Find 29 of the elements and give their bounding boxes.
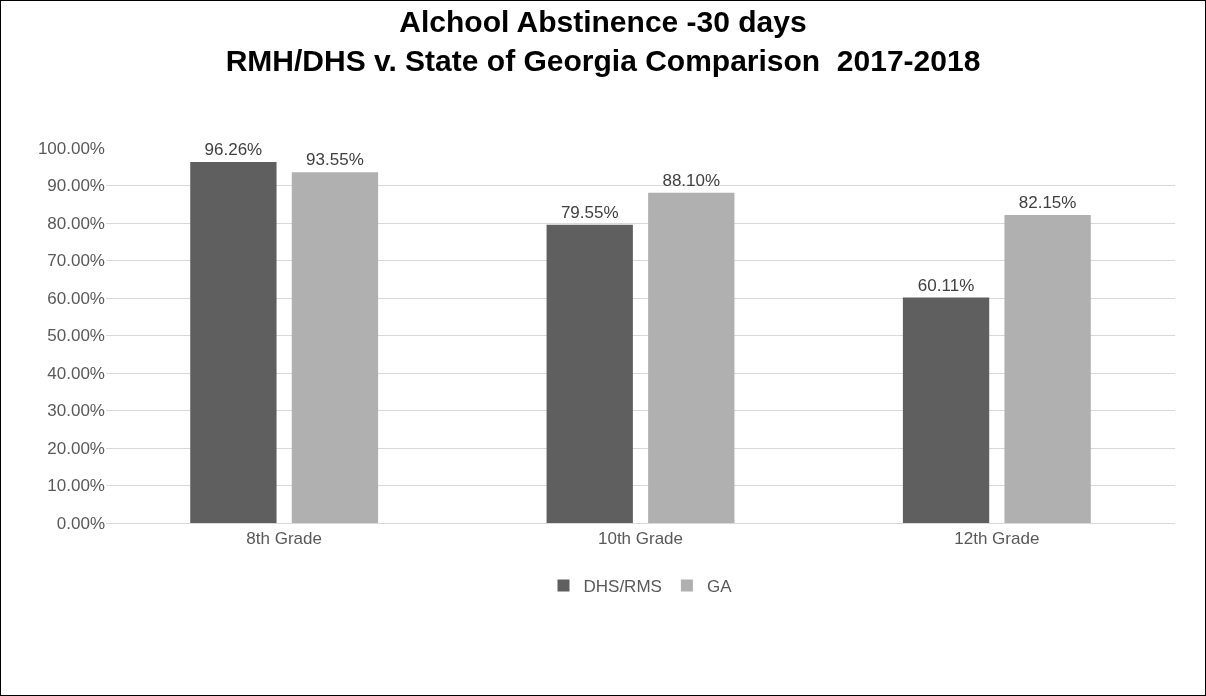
y-tick-label: 70.00% [47, 251, 105, 271]
y-tick-label: 20.00% [47, 438, 105, 458]
y-tick-label: 90.00% [47, 176, 105, 196]
x-tick-label: 8th Grade [246, 529, 322, 549]
data-label: 88.10% [662, 170, 721, 190]
bar [648, 192, 735, 523]
y-tick-label: 50.00% [47, 326, 105, 346]
data-label: 82.15% [1018, 192, 1077, 212]
y-tick-label: 60.00% [47, 288, 105, 308]
data-label: 79.55% [560, 202, 619, 222]
y-tick-label: 10.00% [47, 476, 105, 496]
bar [546, 224, 633, 523]
bar [902, 297, 990, 523]
y-tick-label: 30.00% [47, 401, 105, 421]
data-label: 93.55% [306, 150, 364, 170]
y-tick-label: 80.00% [47, 213, 105, 233]
bar [190, 162, 277, 523]
data-label: 96.26% [204, 140, 263, 160]
y-tick-label: 0.00% [56, 513, 105, 533]
y-tick-label: 40.00% [47, 363, 105, 383]
legend-label: GA [706, 577, 733, 597]
data-label: 60.11% [917, 275, 975, 295]
x-tick-label: 10th Grade [597, 529, 684, 549]
bar [1004, 214, 1091, 523]
bar [291, 172, 379, 523]
y-tick-label: 100.00% [37, 138, 105, 158]
legend-label: DHS/RMS [583, 577, 662, 597]
chart-title: Alchool Abstinence -30 days RMH/DHS v. State of Georgia Comparison 2017-2018 [225, 5, 981, 78]
x-tick-label: 12th Grade [954, 529, 1040, 549]
